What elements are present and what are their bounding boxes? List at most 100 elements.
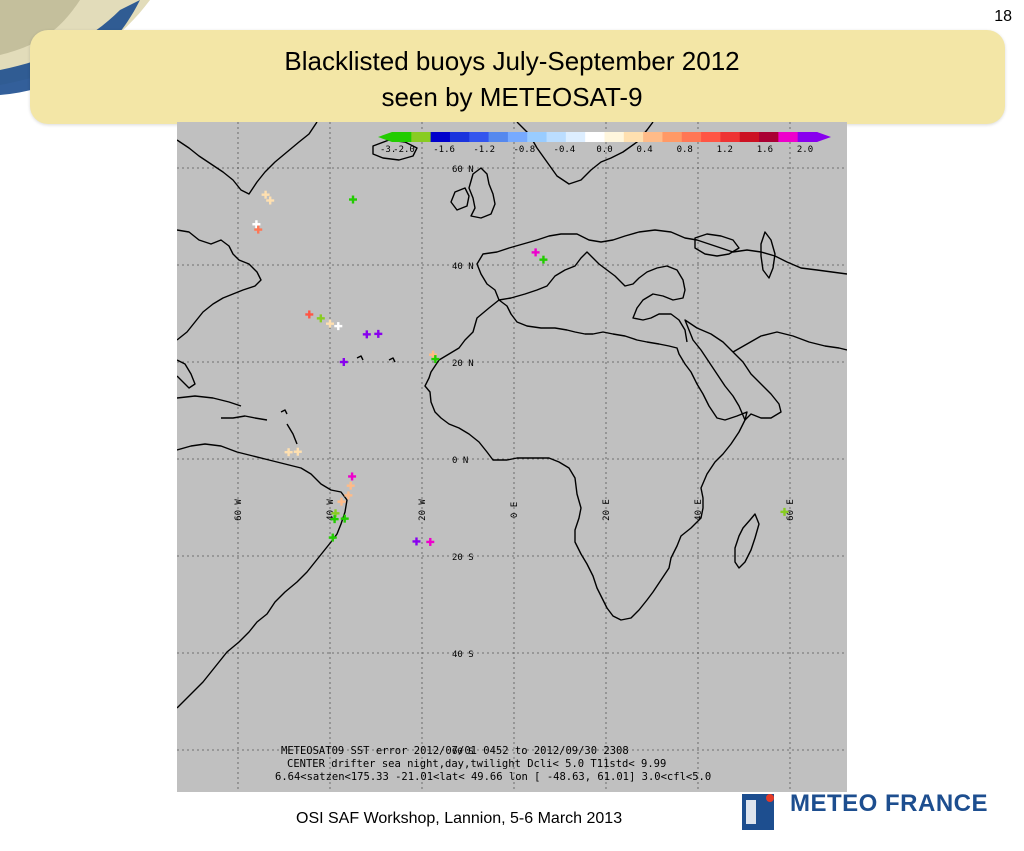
colorbar-cell [623,132,644,142]
buoy-marker [344,491,353,500]
buoy-marker [339,358,348,366]
buoy-marker [412,537,421,546]
coastlines [176,121,848,709]
coastline-africa [424,299,748,621]
colorbar-cell [585,132,605,142]
coastline-arabia [684,319,782,421]
buoy-marker [539,255,548,264]
longitude-label: 60 E [786,499,796,521]
colorbar-label: 0.8 [677,145,693,155]
slide-subtitle: seen by METEOSAT-9 [381,82,643,112]
info-line-3: 6.64<satzen<175.33 -21.01<lat< 49.66 lon… [275,771,711,783]
colorbar-label: 1.6 [757,145,773,155]
buoy-marker [305,310,314,319]
colorbar-cell [430,132,451,142]
buoy-marker [293,447,302,456]
longitude-label: 40 E [694,499,704,521]
colorbar-label: -0.8 [513,145,535,155]
longitude-label: 60 W [234,499,244,521]
buoy-marker [254,225,263,234]
colorbar-cell [759,132,779,142]
meteo-france-logo: METEO FRANCE [740,786,1010,836]
page-number: 18 [994,8,1012,25]
colorbar-cell [778,132,799,142]
colorbar-left-arrow [378,132,392,142]
buoy-marker [340,514,349,523]
coastline-south-america [176,443,348,709]
buoy-marker [426,537,435,546]
buoy-marker [349,195,357,204]
latitude-label: 0 N [452,456,468,466]
buoy-marker [431,355,440,364]
coastline-north-america [176,229,262,341]
colorbar-label: -1.2 [473,145,495,155]
colorbar-cell [797,132,818,142]
colorbar-cell [681,132,702,142]
latitude-label: 20 N [452,359,474,369]
colorbar-cell [643,132,663,142]
map-panel: 60 N40 N20 N0 N20 S40 S60 S 80 W60 W40 W… [142,121,848,792]
graticule [145,122,847,792]
slide-title: Blacklisted buoys July-September 2012 [284,46,740,76]
coastline-uk [468,167,496,219]
colorbar-label: 2.0 [797,145,813,155]
colorbar: -3.-2.0 -1.6 -1.2 -0.8 -0.4 0.0 0.4 0.8 1.2 1.6 2.… [378,132,831,155]
meteo-france-emblem-icon [742,794,774,830]
coastline-greenland [176,121,318,195]
coastline-scandinavia [516,121,654,185]
colorbar-cell [507,132,528,142]
colorbar-label: 1.2 [717,145,733,155]
buoy-markers [252,190,789,546]
info-line-2: CENTER drifter sea night,day,twilight Dc… [287,758,666,770]
buoy-marker [326,319,334,328]
buoy-marker [328,533,337,542]
buoy-marker [334,322,343,331]
latitude-label: 40 S [452,650,474,660]
coastline-madagascar [734,513,760,569]
latitude-label: 40 N [452,262,474,272]
buoy-marker [266,196,275,205]
colorbar-cell [662,132,683,142]
buoy-marker [348,472,357,481]
coastline-florida [176,359,196,389]
title-banner [30,30,1005,124]
colorbar-label: -3. [380,145,396,155]
latitude-label: 60 S [452,747,474,757]
buoy-marker [261,190,270,199]
coastline-mediterranean [498,251,688,343]
buoy-marker [780,507,789,516]
sst-error-map: 60 N40 N20 N0 N20 S40 S60 S 80 W60 W40 W… [142,121,848,792]
latitude-labels: 60 N 40 N 20 N 0 N 20 S 40 S 60 S [452,165,474,757]
buoy-marker [284,448,293,457]
coastline-middle-east [732,331,848,353]
coastline-caspian [760,231,776,279]
latitude-label: 60 N [452,165,474,175]
buoy-marker [330,515,339,524]
colorbar-cell [527,132,548,142]
colorbar-cell [720,132,741,142]
footer-text: OSI SAF Workshop, Lannion, 5-6 March 201… [296,810,623,827]
colorbar-cell [469,132,490,142]
coastline-black-sea [694,233,740,257]
coastline-antilles [221,415,298,445]
map-background [177,122,847,792]
latitude-label: 20 S [452,553,474,563]
coastline-europe [476,229,848,301]
colorbar-cell [411,132,432,142]
colorbar-cell [546,132,567,142]
coastline-ireland [450,187,470,211]
longitude-label: 0 E [510,502,520,518]
colorbar-cell [392,132,412,142]
buoy-marker [374,329,383,338]
buoy-marker [337,497,346,506]
colorbar-label: -2.0 [393,145,415,155]
buoy-marker [346,481,355,490]
colorbar-cell [488,132,509,142]
colorbar-label: 0.4 [636,145,652,155]
longitude-label: 20 E [602,499,612,521]
colorbar-cell [565,132,586,142]
logo-text: METEO FRANCE [790,790,988,817]
colorbar-label: 0.0 [596,145,612,155]
coastline-caribbean [176,395,242,407]
colorbar-cell [604,132,625,142]
